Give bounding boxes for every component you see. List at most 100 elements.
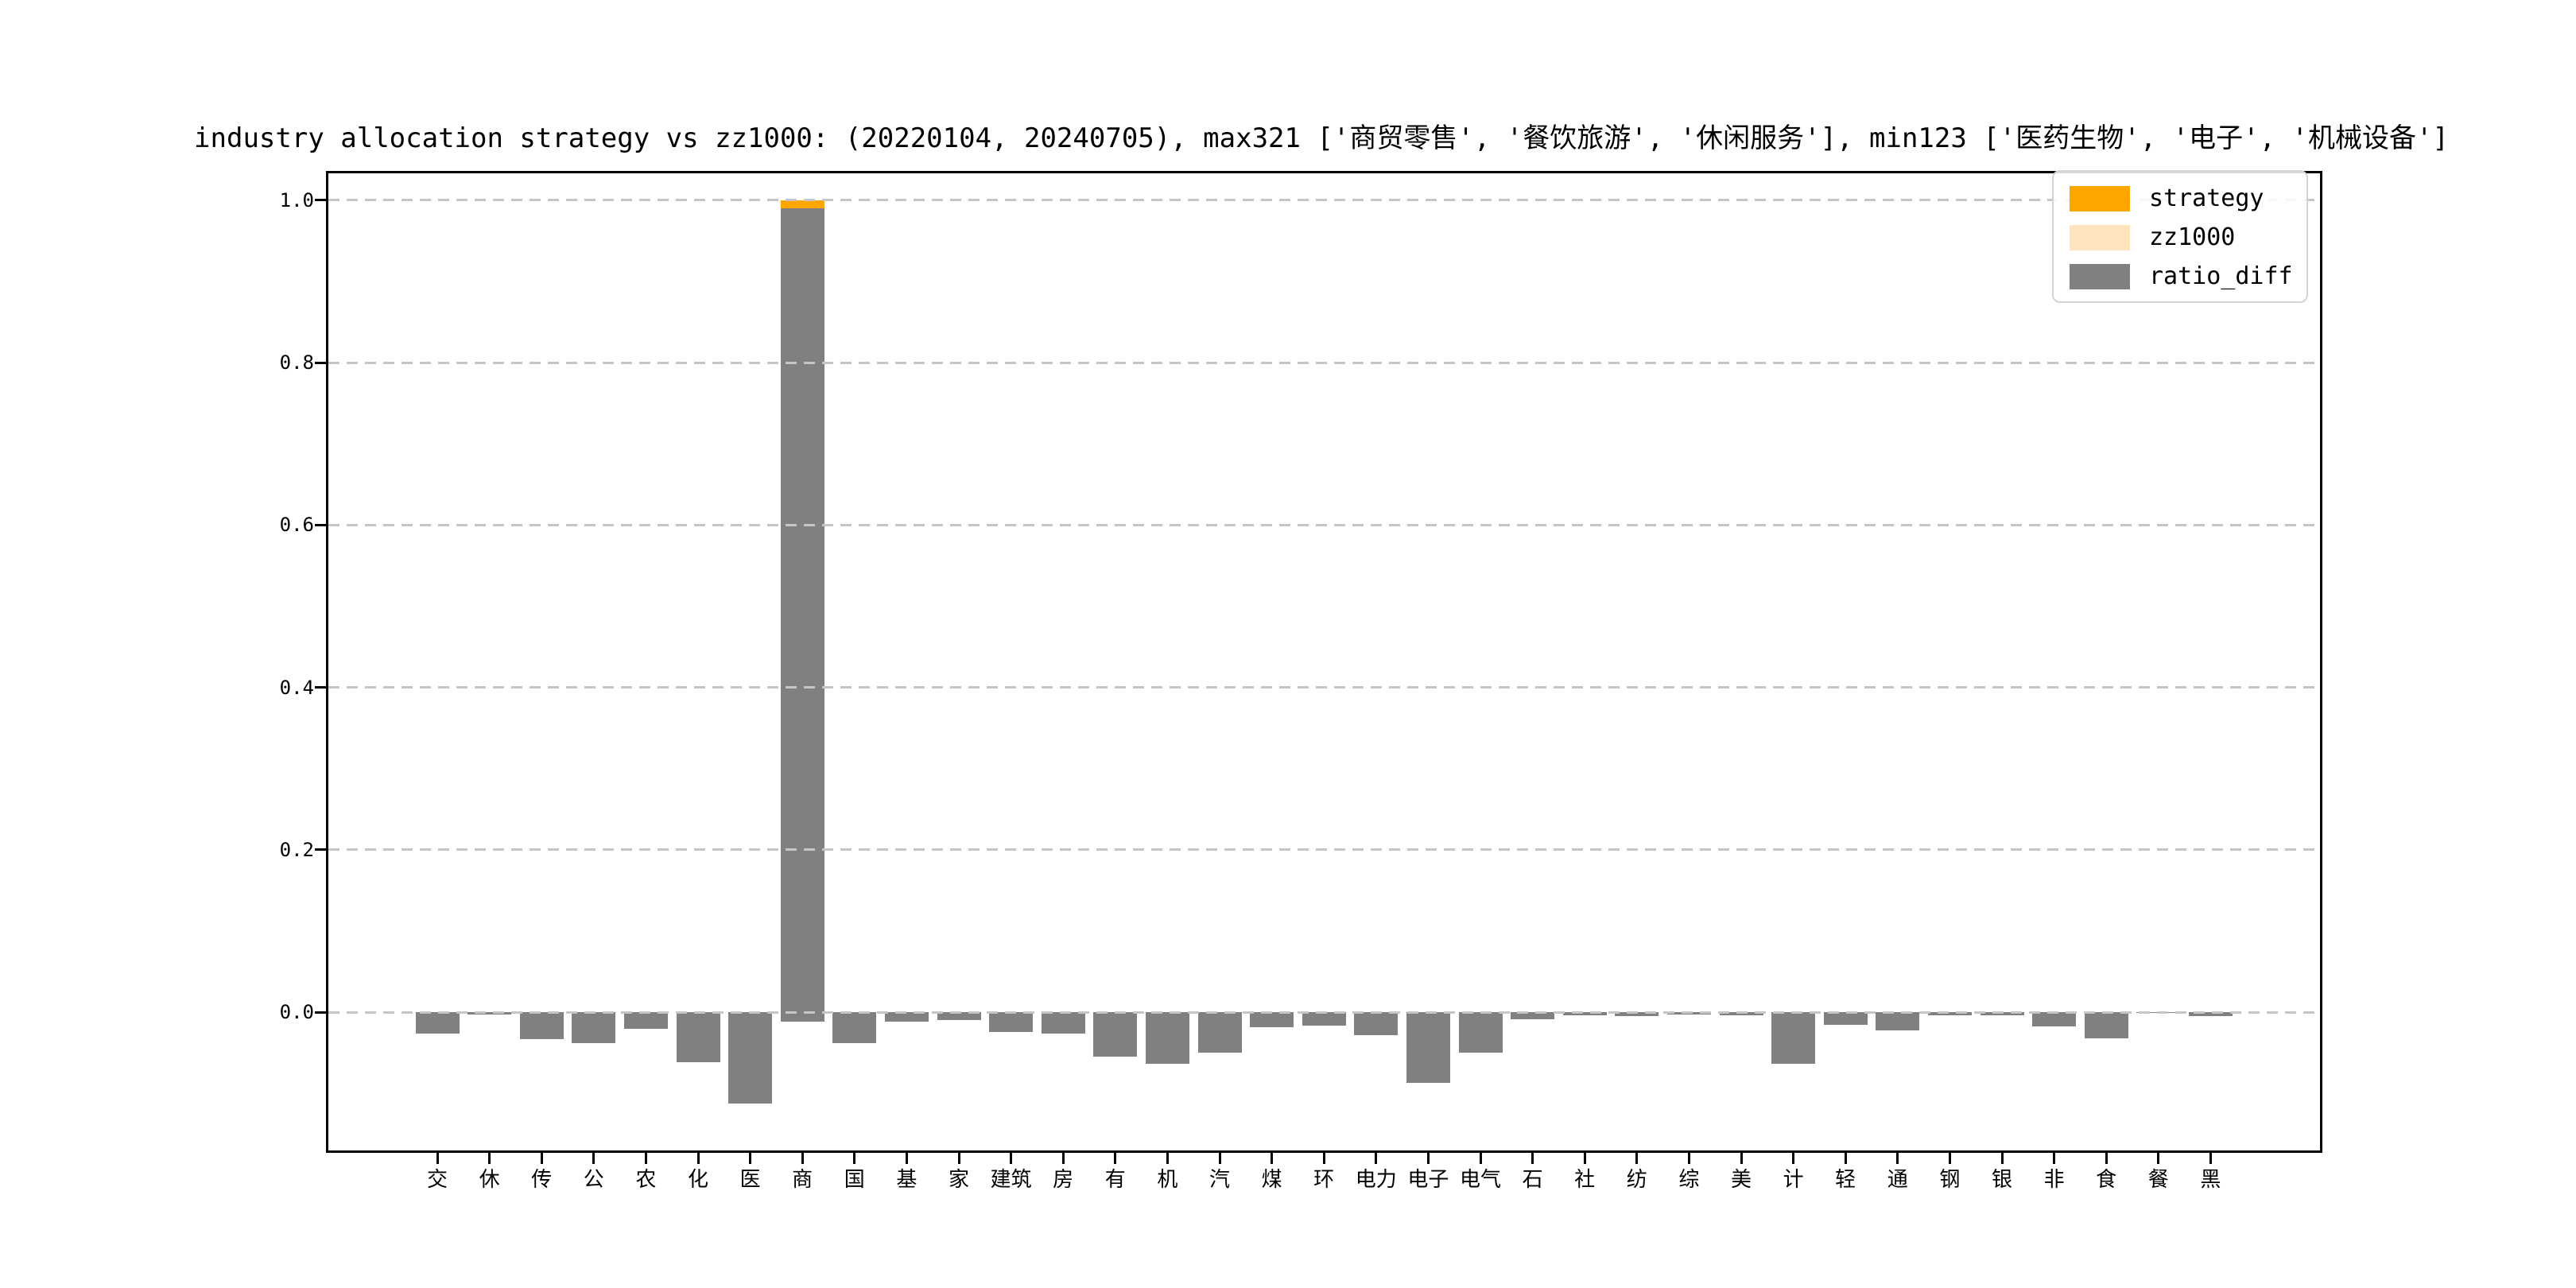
ratio_diff-bar-社 bbox=[1562, 1012, 1607, 1016]
legend-item-ratio-diff: ratio_diff bbox=[2070, 262, 2306, 290]
legend-item-zz1000: zz1000 bbox=[2070, 223, 2306, 251]
x-tick-label-建筑: 建筑 bbox=[990, 1168, 1032, 1192]
y-tick-label: 0.8 bbox=[279, 351, 314, 374]
x-tick-mark bbox=[1844, 1153, 1847, 1164]
x-tick-mark bbox=[1426, 1153, 1430, 1164]
ratio_diff-bar-美 bbox=[1719, 1012, 1763, 1016]
x-tick-label-轻: 轻 bbox=[1835, 1168, 1856, 1192]
legend-label-strategy: strategy bbox=[2149, 184, 2264, 212]
x-tick-mark bbox=[1687, 1153, 1690, 1164]
x-tick-label-机: 机 bbox=[1157, 1168, 1178, 1192]
ratio_diff-bar-银 bbox=[1980, 1012, 2024, 1016]
ratio_diff-bar-计 bbox=[1771, 1012, 1816, 1065]
legend: strategy zz1000 ratio_diff bbox=[2052, 170, 2308, 303]
y-tick-mark bbox=[315, 199, 326, 202]
x-tick-mark bbox=[905, 1153, 908, 1164]
ratio_diff-bar-煤 bbox=[1250, 1012, 1294, 1028]
x-tick-label-国: 国 bbox=[844, 1168, 865, 1192]
x-tick-mark bbox=[1166, 1153, 1169, 1164]
ratio_diff-bar-交 bbox=[415, 1012, 460, 1034]
ratio_diff-bar-汽 bbox=[1197, 1012, 1242, 1053]
x-tick-label-家: 家 bbox=[948, 1168, 969, 1192]
y-tick-label: 1.0 bbox=[279, 188, 314, 211]
x-tick-label-煤: 煤 bbox=[1261, 1168, 1282, 1192]
ratio_diff-bar-钢 bbox=[1927, 1012, 1972, 1016]
ratio_diff-bar-商 bbox=[780, 208, 824, 1022]
x-tick-label-餐: 餐 bbox=[2147, 1168, 2169, 1192]
x-tick-mark bbox=[592, 1153, 596, 1164]
x-tick-label-交: 交 bbox=[426, 1168, 448, 1192]
x-tick-label-电子: 电子 bbox=[1407, 1168, 1449, 1192]
x-tick-mark bbox=[1583, 1153, 1586, 1164]
x-tick-label-黑: 黑 bbox=[2200, 1168, 2221, 1192]
ratio_diff-bar-公 bbox=[572, 1012, 616, 1043]
x-tick-mark bbox=[957, 1153, 960, 1164]
x-tick-mark bbox=[540, 1153, 543, 1164]
y-tick-mark bbox=[315, 523, 326, 526]
x-tick-mark bbox=[1322, 1153, 1325, 1164]
x-tick-mark bbox=[436, 1153, 439, 1164]
x-tick-label-计: 计 bbox=[1783, 1168, 1804, 1192]
x-tick-label-电力: 电力 bbox=[1355, 1168, 1397, 1192]
ratio_diff-bar-有 bbox=[1093, 1012, 1138, 1057]
x-tick-label-医: 医 bbox=[739, 1168, 761, 1192]
ratio_diff-bar-休 bbox=[467, 1012, 512, 1015]
x-tick-label-钢: 钢 bbox=[1939, 1168, 1961, 1192]
x-tick-label-通: 通 bbox=[1887, 1168, 1908, 1192]
x-tick-mark bbox=[1896, 1153, 1899, 1164]
y-tick-label: 0.4 bbox=[279, 676, 314, 699]
y-tick-mark bbox=[315, 1011, 326, 1014]
x-tick-mark bbox=[2053, 1153, 2056, 1164]
x-tick-label-农: 农 bbox=[635, 1168, 657, 1192]
x-tick-label-基: 基 bbox=[896, 1168, 918, 1192]
x-tick-mark bbox=[1114, 1153, 1117, 1164]
x-tick-label-房: 房 bbox=[1053, 1168, 1074, 1192]
x-tick-mark bbox=[2209, 1153, 2212, 1164]
ratio_diff-bar-食 bbox=[2084, 1012, 2128, 1038]
x-tick-mark bbox=[1010, 1153, 1013, 1164]
ratio_diff-bar-化 bbox=[676, 1012, 720, 1063]
x-tick-label-食: 食 bbox=[2096, 1168, 2117, 1192]
x-tick-mark bbox=[2105, 1153, 2108, 1164]
legend-label-ratio-diff: ratio_diff bbox=[2149, 262, 2293, 290]
axis-layer: 0.0 0.2 0.4 0.6 0.8 1.0 交休传公农化医商国基家建筑房有机汽煤环电力电… bbox=[280, 173, 2320, 1192]
x-tick-label-银: 银 bbox=[1991, 1168, 2012, 1192]
y-tick-mark bbox=[315, 686, 326, 689]
x-tick-label-非: 非 bbox=[2043, 1168, 2065, 1192]
ratio_diff-bar-基 bbox=[884, 1012, 929, 1022]
ratio_diff-bar-纺 bbox=[1615, 1012, 1659, 1017]
x-tick-mark bbox=[801, 1153, 804, 1164]
x-tick-mark bbox=[1740, 1153, 1743, 1164]
x-tick-label-电气: 电气 bbox=[1459, 1168, 1501, 1192]
ratio_diff-bar-电气 bbox=[1458, 1012, 1503, 1053]
x-tick-mark bbox=[853, 1153, 856, 1164]
x-tick-label-休: 休 bbox=[479, 1168, 500, 1192]
x-tick-mark bbox=[2000, 1153, 2004, 1164]
ratio_diff-bar-黑 bbox=[2188, 1012, 2233, 1017]
ratio_diff-bar-传 bbox=[519, 1012, 564, 1039]
bars-layer bbox=[328, 173, 2320, 1150]
ratio_diff-bar-农 bbox=[623, 1012, 668, 1030]
ratio_diff-bar-国 bbox=[832, 1012, 877, 1043]
ratio_diff-bar-医 bbox=[728, 1012, 773, 1104]
x-tick-mark bbox=[1479, 1153, 1482, 1164]
x-tick-mark bbox=[696, 1153, 700, 1164]
x-tick-label-商: 商 bbox=[792, 1168, 813, 1192]
x-tick-mark bbox=[2157, 1153, 2160, 1164]
x-tick-label-综: 综 bbox=[1678, 1168, 1700, 1192]
x-tick-label-石: 石 bbox=[1522, 1168, 1543, 1192]
ratio_diff-bar-机 bbox=[1145, 1012, 1189, 1065]
x-tick-mark bbox=[1531, 1153, 1534, 1164]
x-tick-mark bbox=[644, 1153, 647, 1164]
ratio_diff-bar-轻 bbox=[1823, 1012, 1868, 1026]
x-tick-label-传: 传 bbox=[531, 1168, 553, 1192]
x-tick-label-社: 社 bbox=[1574, 1168, 1596, 1192]
zz1000-swatch-icon bbox=[2070, 224, 2130, 250]
x-tick-mark bbox=[1635, 1153, 1639, 1164]
ratio_diff-bar-房 bbox=[1041, 1012, 1085, 1034]
x-tick-mark bbox=[749, 1153, 752, 1164]
x-tick-label-公: 公 bbox=[583, 1168, 604, 1192]
x-tick-mark bbox=[488, 1153, 491, 1164]
x-tick-label-美: 美 bbox=[1730, 1168, 1752, 1192]
y-tick-mark bbox=[315, 848, 326, 852]
